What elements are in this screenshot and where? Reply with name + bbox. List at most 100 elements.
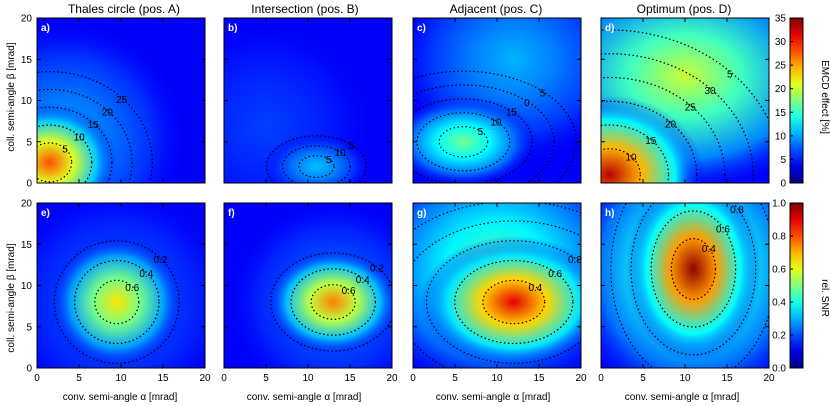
- contour-line: [73, 259, 160, 345]
- contour-line: [413, 70, 577, 183]
- y-tick-label: 15: [21, 240, 33, 251]
- contour-label: 0.6: [125, 283, 139, 294]
- y-tick-label: 10: [21, 96, 33, 107]
- contour-line: [37, 88, 133, 183]
- colorbar-tick-label: 15: [775, 108, 787, 119]
- contour-label: 20: [665, 119, 677, 130]
- y-tick-label: 15: [21, 55, 33, 66]
- contour-label: 0.8: [730, 205, 744, 216]
- contour-label: 0.6: [342, 286, 356, 297]
- contour-line: [601, 124, 670, 183]
- contour-label: 5: [349, 141, 355, 152]
- heatmap-field: 10 15 20 25 30 5: [601, 18, 769, 183]
- heatmap-intensity-region: [49, 236, 184, 368]
- colorbar-tick-label: 0.2: [772, 331, 786, 342]
- colorbar-tick-label: 0.4: [772, 298, 786, 309]
- heatmap-field: 0.40.60.80.40.2: [413, 203, 582, 368]
- contour-line: [630, 203, 757, 356]
- contour-label: 0.6: [716, 224, 730, 235]
- heatmap-field: 0.60.40.2: [37, 203, 205, 368]
- panel-d-title: Optimum (pos. D): [637, 2, 732, 16]
- y-tick-label: 10: [21, 281, 33, 292]
- colorbars: 0 5 10 15 20 25 30 35 0.0 0.2 0.4 0.6 0.8 1.0: [772, 14, 804, 375]
- colorbar-tick-label: 0: [780, 179, 786, 190]
- contour-line: [438, 125, 489, 158]
- x-tick-label: 5: [263, 373, 269, 384]
- heatmap-intensity-region: [601, 95, 704, 183]
- panel-label: c): [417, 23, 426, 34]
- contour-line: [601, 100, 698, 183]
- contour-line: [37, 124, 93, 183]
- panel-label: f): [228, 208, 235, 219]
- x-tick-label: 10: [302, 373, 314, 384]
- contour-line: [37, 71, 153, 183]
- x-tick-label: 20: [575, 373, 587, 384]
- x-tick-label: 15: [533, 373, 545, 384]
- contour-label: 15: [645, 136, 657, 147]
- x-tick-label: 5: [452, 373, 458, 384]
- contour-label: 0.2: [370, 264, 384, 275]
- colorbar-bottom-label: rel. SNR: [819, 279, 830, 317]
- contour-line: [37, 106, 113, 183]
- xlabel-h: conv. semi-angle α [mrad]: [625, 392, 740, 403]
- colorbar-tick-label: 10: [775, 131, 787, 142]
- heatmap-panel-f: 0.60.40.2f)0 5 10 15 20: [221, 202, 398, 384]
- xlabel-e: conv. semi-angle α [mrad]: [63, 392, 178, 403]
- contour-label: 0.2: [154, 255, 168, 266]
- x-tick-label: 10: [491, 373, 503, 384]
- contour-line: [454, 259, 574, 345]
- contour-label: 0: [524, 98, 530, 109]
- colorbar-tick-label: 0.6: [772, 265, 786, 276]
- contour-label: 5: [727, 69, 733, 80]
- contour-label: 0.8: [568, 255, 582, 266]
- heatmap-panel-d: 10 15 20 25 30 5 d): [600, 17, 770, 184]
- colorbar-tick-label: 35: [775, 14, 787, 25]
- colorbar-tick-label: 1.0: [772, 199, 786, 210]
- panel-label: g): [417, 208, 426, 219]
- x-tick-label: 15: [157, 373, 169, 384]
- x-tick-label: 5: [76, 373, 82, 384]
- y-tick-label: 5: [26, 137, 32, 148]
- contour-line: [425, 240, 581, 364]
- contour-line: [413, 98, 533, 183]
- contour-line: [601, 53, 754, 183]
- contour-label: 0.4: [139, 269, 153, 280]
- contour-line: [610, 203, 769, 368]
- panel-c-title: Adjacent (pos. C): [450, 2, 543, 16]
- heatmap-field: 0.60.40.2: [224, 203, 392, 368]
- panel-label: e): [41, 208, 50, 219]
- colorbar-tick-label: 20: [775, 84, 787, 95]
- contour-line: [650, 210, 737, 328]
- colorbar-gradient: [789, 202, 804, 369]
- contour-line: [413, 84, 555, 183]
- colorbar: 0.0 0.2 0.4 0.6 0.8 1.0: [772, 199, 804, 375]
- ylabel-top: coll. semi-angle β [mrad]: [6, 42, 17, 151]
- contour-line: [601, 76, 726, 183]
- contour-label: 0.6: [548, 269, 562, 280]
- x-tick-label: 0: [410, 373, 416, 384]
- heatmap-intensity-region: [37, 102, 117, 183]
- contour-label: 15: [506, 108, 518, 119]
- x-tick-label: 0: [34, 373, 40, 384]
- heatmap-intensity-region: [262, 133, 371, 183]
- y-tick-label: 0: [26, 179, 32, 190]
- panel-label: b): [228, 23, 237, 34]
- contour-label: 25: [116, 95, 128, 106]
- panel-a-title: Thales circle (pos. A): [68, 2, 180, 16]
- contour-label: 5: [540, 88, 546, 99]
- heatmap-intensity-region: [626, 203, 761, 362]
- contour-label: 10: [490, 117, 502, 128]
- colorbar-top-label: EMCD effect [%]: [819, 60, 830, 134]
- contour-label: 10: [74, 132, 86, 143]
- heatmap-intensity-region: [266, 249, 392, 355]
- x-tick-label: 10: [679, 373, 691, 384]
- heatmap-panel-h: 0.40.60.80.2h)0 5 10 15 20: [598, 202, 775, 384]
